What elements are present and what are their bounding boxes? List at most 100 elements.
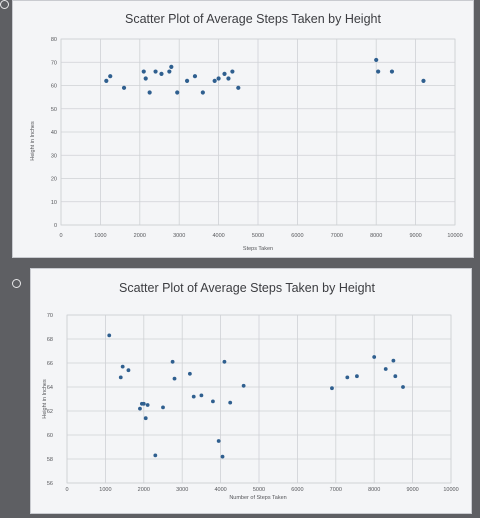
y-axis-label: Height in Inches (30, 121, 36, 161)
y-tick-label: 66 (47, 361, 53, 367)
data-point (421, 78, 426, 83)
data-point (220, 454, 225, 459)
x-tick-label: 3000 (176, 487, 188, 493)
x-tick-label: 10000 (443, 487, 458, 493)
y-tick-label: 62 (47, 409, 53, 415)
x-tick-label: 2000 (138, 487, 150, 493)
data-point (216, 76, 221, 81)
x-tick-label: 8000 (368, 487, 380, 493)
x-tick-label: 1000 (99, 487, 111, 493)
data-point (120, 364, 125, 369)
x-tick-label: 2000 (134, 233, 146, 239)
x-tick-label: 3000 (173, 233, 185, 239)
data-point (212, 78, 217, 83)
x-tick-label: 8000 (370, 233, 382, 239)
data-point (228, 400, 233, 405)
data-point (230, 69, 235, 74)
data-point (391, 358, 396, 363)
data-point (383, 367, 388, 371)
data-point (200, 90, 205, 95)
data-point (107, 333, 112, 338)
data-point (191, 394, 196, 399)
data-point (355, 374, 359, 379)
data-point (145, 403, 150, 407)
data-point (121, 85, 127, 90)
y-tick-label: 80 (51, 37, 57, 43)
data-point (126, 368, 131, 373)
y-tick-label: 60 (47, 433, 53, 439)
data-point (170, 359, 175, 364)
data-point (161, 405, 165, 410)
data-point (108, 74, 113, 79)
plot-area (66, 314, 452, 484)
x-tick-label: 5000 (252, 233, 264, 239)
chart-title: Scatter Plot of Average Steps Taken by H… (119, 281, 375, 295)
y-tick-label: 50 (51, 107, 57, 113)
data-point (104, 78, 109, 83)
data-point (236, 85, 241, 90)
data-point (222, 359, 227, 364)
x-tick-label: 4000 (212, 233, 224, 239)
data-point (389, 69, 395, 74)
x-tick-label: 4000 (214, 487, 226, 493)
x-tick-label: 0 (65, 487, 68, 493)
radio-option-top[interactable] (0, 0, 9, 9)
y-tick-label: 68 (47, 337, 53, 343)
data-point (172, 376, 177, 381)
y-tick-label: 64 (47, 385, 53, 391)
y-tick-label: 60 (51, 84, 57, 90)
data-point (147, 90, 152, 95)
data-point (401, 385, 405, 389)
y-tick-label: 0 (54, 223, 57, 229)
x-tick-label: 6000 (291, 487, 303, 493)
data-point (169, 64, 174, 69)
x-tick-label: 0 (59, 233, 62, 239)
scatter-chart-bottom: Scatter Plot of Average Steps Taken by H… (42, 281, 459, 501)
data-point (184, 78, 190, 83)
y-tick-label: 10 (51, 200, 57, 206)
plot-area (60, 38, 456, 226)
chart-panel-bottom: Scatter Plot of Average Steps Taken by H… (30, 268, 472, 514)
data-point (372, 355, 377, 359)
x-axis-label: Number of Steps Taken (229, 495, 286, 501)
data-point (141, 401, 146, 406)
radio-option-bottom[interactable] (12, 279, 21, 288)
x-axis-label: Steps Taken (243, 246, 273, 252)
x-tick-label: 5000 (253, 487, 265, 493)
data-point (216, 439, 221, 443)
x-tick-label: 10000 (447, 233, 462, 239)
data-point (143, 76, 148, 81)
data-point (376, 69, 381, 74)
data-point (345, 375, 350, 380)
data-point (143, 416, 148, 421)
y-tick-label: 56 (47, 481, 53, 487)
data-point (199, 393, 204, 398)
data-point (175, 90, 180, 95)
x-tick-label: 7000 (331, 233, 343, 239)
x-tick-label: 1000 (94, 233, 106, 239)
data-point (222, 71, 227, 76)
y-tick-label: 58 (47, 457, 53, 463)
data-point (159, 71, 164, 76)
chart-panel-top: Scatter Plot of Average Steps Taken by H… (12, 0, 474, 258)
data-point (226, 76, 231, 81)
y-tick-label: 30 (51, 153, 57, 159)
data-point (153, 453, 158, 458)
x-tick-label: 9000 (406, 487, 418, 493)
y-tick-label: 40 (51, 130, 57, 136)
data-point (187, 371, 192, 376)
data-point (118, 375, 123, 380)
data-point (167, 69, 172, 74)
data-point (374, 57, 379, 63)
data-point (330, 386, 334, 391)
y-tick-label: 70 (51, 60, 57, 66)
chart-title: Scatter Plot of Average Steps Taken by H… (125, 12, 381, 26)
y-axis-label: Height in Inches (42, 379, 48, 419)
data-point (141, 69, 146, 74)
data-point (241, 383, 246, 388)
data-point (153, 69, 158, 74)
x-tick-label: 7000 (330, 487, 342, 493)
data-point (211, 399, 215, 404)
x-tick-label: 9000 (409, 233, 421, 239)
y-tick-label: 70 (47, 313, 53, 319)
